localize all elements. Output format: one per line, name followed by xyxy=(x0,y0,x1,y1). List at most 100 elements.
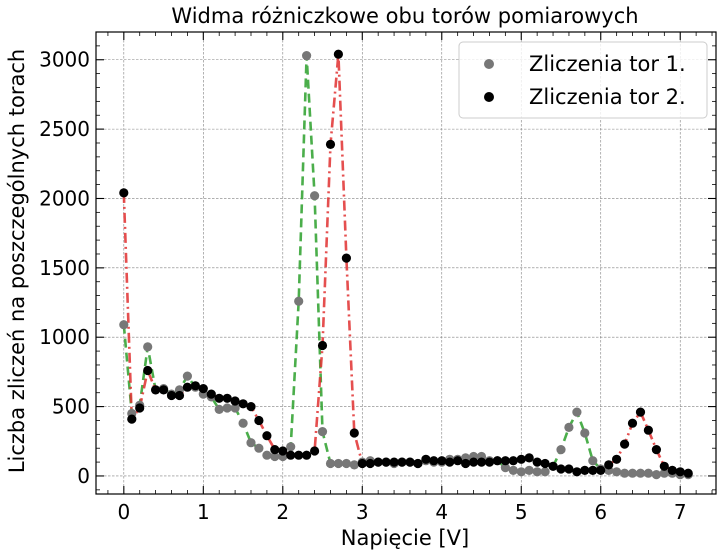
data-point-tor-2 xyxy=(429,456,439,466)
data-point-tor-1 xyxy=(230,403,240,413)
data-point-tor-2 xyxy=(381,457,391,467)
data-point-tor-2 xyxy=(413,458,423,469)
data-point-tor-2 xyxy=(635,407,646,417)
data-point-tor-1 xyxy=(500,463,510,473)
data-point-tor-2 xyxy=(198,384,208,394)
y-tick-label: 3000 xyxy=(39,48,90,72)
x-tick-label: 1 xyxy=(197,500,210,524)
data-point-tor-2 xyxy=(484,457,495,467)
data-point-tor-2 xyxy=(310,446,320,456)
data-point-tor-2 xyxy=(476,457,487,467)
data-point-tor-2 xyxy=(564,464,574,474)
data-point-tor-2 xyxy=(492,456,502,466)
tick-labels: 0 1 2 3 4 5 6 7 0 500 1000 1500 2000 2500 3000 xyxy=(39,48,687,524)
data-point-tor-2 xyxy=(190,381,200,391)
data-point-tor-2 xyxy=(119,188,129,198)
data-point-tor-2 xyxy=(627,418,638,428)
data-point-tor-2 xyxy=(159,385,169,395)
x-tick-label: 2 xyxy=(276,500,289,524)
data-point-tor-1 xyxy=(325,458,336,469)
x-tick-label: 4 xyxy=(435,500,448,524)
legend-label-tor-1: Zliczenia tor 1. xyxy=(529,52,686,76)
data-point-tor-1 xyxy=(516,467,526,477)
data-point-tor-2 xyxy=(500,456,510,466)
data-point-tor-1 xyxy=(643,468,654,478)
data-point-tor-1 xyxy=(238,418,248,428)
data-point-tor-2 xyxy=(151,385,161,395)
data-point-tor-2 xyxy=(675,467,685,477)
y-tick-label: 1500 xyxy=(39,256,90,280)
x-tick-label: 6 xyxy=(594,500,607,524)
x-tick-label: 5 xyxy=(515,500,528,524)
data-point-tor-2 xyxy=(127,414,137,424)
data-point-tor-2 xyxy=(572,467,582,477)
data-point-tor-2 xyxy=(294,450,304,460)
data-point-tor-2 xyxy=(540,458,550,469)
data-point-tor-2 xyxy=(612,454,622,464)
y-tick-label: 500 xyxy=(52,395,90,419)
data-point-tor-2 xyxy=(461,458,471,469)
data-point-tor-1 xyxy=(620,468,630,478)
data-point-tor-1 xyxy=(651,470,662,480)
data-point-tor-2 xyxy=(278,446,288,456)
data-point-tor-2 xyxy=(317,340,328,351)
data-point-tor-1 xyxy=(143,342,153,352)
data-point-tor-2 xyxy=(659,461,669,471)
data-point-tor-1 xyxy=(294,296,304,306)
data-point-tor-2 xyxy=(667,465,677,475)
data-point-tor-2 xyxy=(548,461,558,471)
data-point-tor-1 xyxy=(556,445,566,455)
data-point-tor-1 xyxy=(262,450,272,460)
data-point-tor-1 xyxy=(270,451,280,462)
data-point-tor-2 xyxy=(166,390,177,401)
legend-label-tor-2: Zliczenia tor 2. xyxy=(529,85,686,109)
data-point-tor-2 xyxy=(365,458,375,469)
data-point-tor-1 xyxy=(349,460,359,470)
data-point-tor-2 xyxy=(373,457,383,467)
data-point-tor-1 xyxy=(214,404,224,414)
x-tick-label: 0 xyxy=(117,500,130,524)
data-point-tor-1 xyxy=(341,458,351,469)
x-tick-label: 3 xyxy=(356,500,369,524)
data-point-tor-2 xyxy=(445,457,455,467)
data-point-tor-1 xyxy=(572,407,582,417)
data-point-tor-1 xyxy=(333,458,343,469)
data-point-tor-1 xyxy=(310,191,320,201)
data-point-tor-2 xyxy=(302,450,312,460)
data-point-tor-2 xyxy=(524,453,534,463)
data-point-tor-2 xyxy=(580,465,590,475)
data-point-tor-1 xyxy=(246,438,256,448)
data-point-tor-2 xyxy=(238,399,248,409)
data-point-tor-2 xyxy=(588,465,598,475)
data-point-tor-1 xyxy=(635,468,646,478)
data-point-tor-2 xyxy=(596,465,606,475)
chart-title: Widma różniczkowe obu torów pomiarowych xyxy=(171,4,638,28)
data-point-tor-2 xyxy=(405,457,415,467)
data-point-tor-2 xyxy=(437,456,447,466)
data-point-tor-1 xyxy=(532,467,542,477)
data-point-tor-2 xyxy=(620,439,630,449)
data-point-tor-2 xyxy=(182,382,192,392)
data-point-tor-2 xyxy=(333,49,343,59)
data-point-tor-2 xyxy=(453,456,463,466)
y-tick-label: 0 xyxy=(77,464,90,488)
data-point-tor-2 xyxy=(469,457,479,467)
data-point-tor-1 xyxy=(540,467,550,477)
data-point-tor-1 xyxy=(302,51,312,61)
data-point-tor-1 xyxy=(286,442,296,452)
data-point-tor-2 xyxy=(532,457,542,467)
data-point-tor-1 xyxy=(119,320,129,330)
data-point-tor-1 xyxy=(627,468,638,478)
data-point-tor-2 xyxy=(325,139,336,149)
data-point-tor-2 xyxy=(651,445,662,455)
data-point-tor-2 xyxy=(421,454,431,464)
data-point-tor-2 xyxy=(174,390,185,401)
data-point-tor-2 xyxy=(135,403,145,413)
data-point-tor-2 xyxy=(214,393,224,403)
x-tick-label: 7 xyxy=(674,500,687,524)
data-point-tor-2 xyxy=(556,464,566,474)
legend-marker-tor-1 xyxy=(484,59,494,69)
data-point-tor-2 xyxy=(230,396,240,406)
data-point-tor-2 xyxy=(604,460,614,470)
